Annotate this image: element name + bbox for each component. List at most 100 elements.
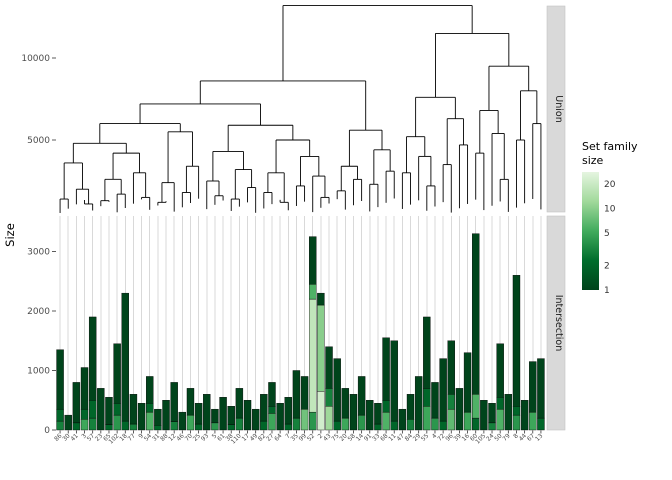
bar-segment xyxy=(129,394,138,425)
bar-segment xyxy=(463,411,472,431)
bar-segment xyxy=(341,388,350,419)
bar-segment xyxy=(219,397,227,431)
x-tick-label: 11 xyxy=(387,432,397,442)
bar-segment xyxy=(203,394,211,431)
bar-segment xyxy=(325,346,333,389)
bar-segment xyxy=(56,349,64,410)
bar-segment xyxy=(129,423,138,431)
bar-segment xyxy=(113,343,121,404)
bar-segment xyxy=(56,408,64,422)
bar-segment xyxy=(211,422,219,431)
bar-segment xyxy=(317,391,325,431)
bar-segment xyxy=(488,422,496,431)
x-tick-label: 55 xyxy=(420,432,430,442)
bar-segment xyxy=(80,419,89,431)
bar-segment xyxy=(325,406,333,431)
x-tick-label: 20 xyxy=(338,432,348,442)
x-tick-label: 52 xyxy=(306,432,316,442)
bar-segment xyxy=(488,403,496,424)
x-tick-label: 72 xyxy=(436,432,446,442)
bar-segment xyxy=(325,388,333,407)
x-tick-label: 77 xyxy=(126,432,136,442)
bar-segment xyxy=(447,340,455,395)
bar-segment xyxy=(496,343,504,398)
bar-segment xyxy=(537,417,545,431)
x-tick-label: 93 xyxy=(200,432,210,442)
x-tick-label: 5 xyxy=(211,432,219,440)
bar-segment xyxy=(178,411,187,431)
bar-segment xyxy=(496,397,504,410)
bar-segment xyxy=(251,408,260,431)
bar-segment xyxy=(113,414,121,431)
bar-segment xyxy=(121,420,129,431)
x-tick-label: 75 xyxy=(330,432,340,442)
bar-segment xyxy=(309,298,317,413)
x-tick-label: 68 xyxy=(379,432,389,442)
bar-segment xyxy=(317,292,325,306)
bar-segment xyxy=(341,417,350,431)
legend-tick-label: 1 xyxy=(604,286,610,296)
x-tick-label: 96 xyxy=(444,432,454,442)
x-tick-label: 41 xyxy=(69,432,79,442)
x-tick-label: 17 xyxy=(241,432,251,442)
bar-segment xyxy=(276,403,284,431)
bar-segment xyxy=(414,376,423,431)
x-tick-label: 50 xyxy=(493,432,503,442)
bar-segment xyxy=(105,424,113,431)
bar-segment xyxy=(146,411,154,431)
facet-strip-intersection xyxy=(546,215,566,431)
x-tick-label: 12 xyxy=(167,432,177,442)
bar-segment xyxy=(284,397,292,425)
bar-segment xyxy=(504,394,513,431)
x-tick-label: 91 xyxy=(363,432,373,442)
bar-segment xyxy=(235,388,244,419)
bar-segment xyxy=(186,388,195,416)
bar-segment xyxy=(520,400,529,431)
facet-label-intersection: Intersection xyxy=(553,295,564,352)
x-tick-label: 57 xyxy=(86,432,96,442)
bar-segment xyxy=(349,394,358,431)
x-tick-label: 46 xyxy=(175,432,185,442)
bar-segment xyxy=(268,406,276,414)
x-tick-label: 35 xyxy=(289,432,299,442)
bar-segment xyxy=(390,420,398,431)
bar-segment xyxy=(357,414,366,431)
bar-segment xyxy=(268,382,276,407)
bar-segment xyxy=(146,376,154,404)
bar-segment xyxy=(398,408,407,431)
x-tick-label: 43 xyxy=(322,432,332,442)
x-tick-label: 13 xyxy=(534,432,544,442)
bar-segment xyxy=(309,236,317,285)
bar-segment xyxy=(260,394,268,422)
bar-segment xyxy=(284,423,292,431)
union-dendrogram xyxy=(59,5,542,213)
x-tick-label: 44 xyxy=(518,432,528,442)
x-tick-label: 38 xyxy=(224,432,234,442)
x-tick-label: 82 xyxy=(257,432,267,442)
bar-segment xyxy=(512,406,521,416)
bar-segment xyxy=(194,423,203,431)
x-tick-label: 60 xyxy=(469,432,479,442)
x-tick-label: 88 xyxy=(159,432,169,442)
bar-segment xyxy=(529,361,537,413)
bar-segment xyxy=(154,425,162,431)
bar-segment xyxy=(243,400,252,431)
legend-tick-label: 10 xyxy=(604,204,616,214)
x-tick-label: 67 xyxy=(526,432,536,442)
x-tick-label: 64 xyxy=(273,432,283,442)
bar-segment xyxy=(439,420,447,431)
bar-segment xyxy=(382,411,390,431)
bar-segment xyxy=(512,414,521,431)
bar-segment xyxy=(186,414,195,431)
bar-segment xyxy=(390,340,398,422)
bar-segment xyxy=(447,394,455,410)
x-tick-label: 54 xyxy=(143,432,153,442)
x-tick-label: 39 xyxy=(452,432,462,442)
bar-segment xyxy=(472,233,480,395)
bar-segment xyxy=(472,394,480,419)
x-tick-label: 23 xyxy=(94,432,104,442)
bar-segment xyxy=(268,413,276,431)
